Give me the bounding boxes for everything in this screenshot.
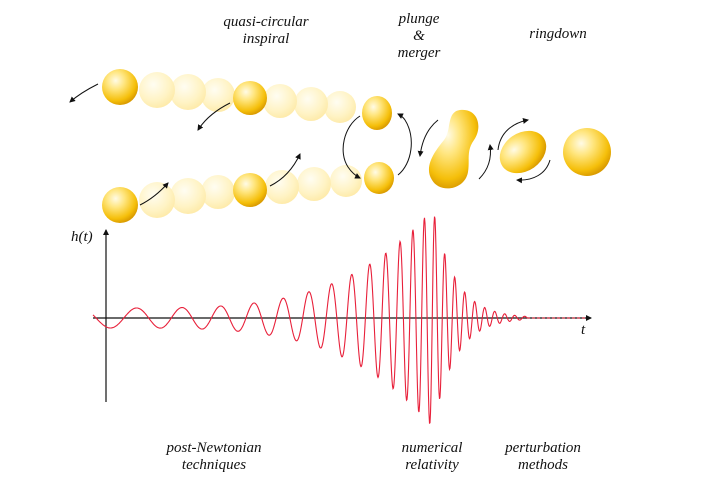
motion-arrow xyxy=(478,144,494,180)
ringdown-label: ringdown xyxy=(518,26,598,43)
ghost-body xyxy=(324,91,356,123)
motion-arrow xyxy=(497,118,529,151)
motion-arrow xyxy=(197,102,231,131)
ringdown-body xyxy=(499,130,547,174)
label-line: inspiral xyxy=(242,31,290,47)
label-line: relativity xyxy=(405,457,459,473)
label-line: ringdown xyxy=(529,26,587,42)
ghost-body xyxy=(265,170,299,204)
motion-arrow xyxy=(516,159,551,184)
black-hole-body xyxy=(102,69,138,105)
inspiral-label: quasi-circular inspiral xyxy=(218,14,314,48)
upper-body-trail xyxy=(102,69,392,130)
motion-arrow xyxy=(269,153,301,187)
label-line: quasi-circular xyxy=(223,14,309,30)
ghost-body xyxy=(201,175,235,209)
motion-arrow xyxy=(417,119,439,157)
label-line: perturbation xyxy=(505,440,581,456)
y-axis-label: h(t) xyxy=(71,229,93,245)
post-newtonian-label: post-Newtonian techniques xyxy=(152,440,276,474)
label-line: merger xyxy=(397,45,441,61)
label-line: plunge xyxy=(398,11,440,27)
plot-axes xyxy=(93,229,592,402)
merger-label: plunge & merger xyxy=(384,11,454,62)
lower-body-trail xyxy=(102,162,394,223)
black-hole-body xyxy=(233,173,267,207)
gravitational-waveform xyxy=(92,216,528,425)
merging-body xyxy=(428,109,479,189)
perturbation-methods-label: perturbation methods xyxy=(490,440,596,474)
black-hole-body xyxy=(102,187,138,223)
black-hole-body xyxy=(233,81,267,115)
label-line: post-Newtonian xyxy=(166,440,262,456)
ghost-body xyxy=(297,167,331,201)
motion-arrow xyxy=(69,83,99,103)
final-black-hole xyxy=(563,128,611,176)
label-line: numerical xyxy=(401,440,463,456)
ghost-body xyxy=(139,182,175,218)
black-hole-body xyxy=(362,96,392,130)
motion-arrow xyxy=(342,115,361,179)
ghost-body xyxy=(201,78,235,112)
ghost-body xyxy=(294,87,328,121)
motion-arrow xyxy=(139,182,169,206)
ghost-body xyxy=(170,74,206,110)
label-line: methods xyxy=(518,457,568,473)
x-axis-label: t xyxy=(581,322,586,338)
label-line: & xyxy=(413,28,425,44)
ghost-body xyxy=(139,72,175,108)
numerical-relativity-label: numerical relativity xyxy=(384,440,480,474)
black-hole-body xyxy=(364,162,394,194)
ghost-body xyxy=(330,165,362,197)
orbit-arrows xyxy=(69,83,551,206)
motion-arrow xyxy=(397,113,412,176)
ghost-body xyxy=(263,84,297,118)
label-line: techniques xyxy=(181,457,247,473)
ghost-body xyxy=(170,178,206,214)
